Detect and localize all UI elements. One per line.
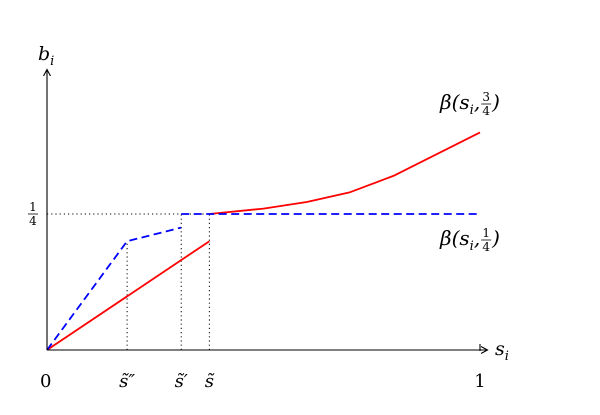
series-label-text: β(si, [439,90,480,118]
y-tick-label-0: 14 [28,200,38,228]
series-label-text: β(si, [439,226,480,254]
series-label-close: ) [491,90,500,114]
series-label-1: β(si, 14) [439,226,500,254]
y-tick-numerator: 1 [29,200,37,214]
x-tick-label-0: s̃″ [119,371,135,392]
x-tick-label-1: s̃′ [175,371,188,392]
series-0-segment-0 [46,240,210,351]
axis-ticks: s̃″ s̃′ s̃ 114 [28,200,486,392]
reference-lines [47,213,210,350]
x-tick-label-3: 1 [474,371,485,392]
origin-label: 0 [40,371,51,392]
series-label-0: β(si, 34) [439,90,500,118]
series-0-segment-1 [209,131,481,215]
series-label-numerator: 3 [482,90,490,104]
series-1-segment-0 [46,226,182,351]
series-labels: β(si, 34)β(si, 14) [439,90,500,254]
series-label-denominator: 4 [482,104,490,118]
series-label-denominator: 4 [482,240,490,254]
y-tick-denominator: 4 [29,214,37,228]
series-label-numerator: 1 [482,226,490,240]
y-axis-label: bi [38,43,54,69]
x-tick-label-2: s̃ [205,371,215,392]
series-layer [46,131,481,351]
series-label-close: ) [491,226,500,250]
x-axis-label: si [495,338,509,364]
